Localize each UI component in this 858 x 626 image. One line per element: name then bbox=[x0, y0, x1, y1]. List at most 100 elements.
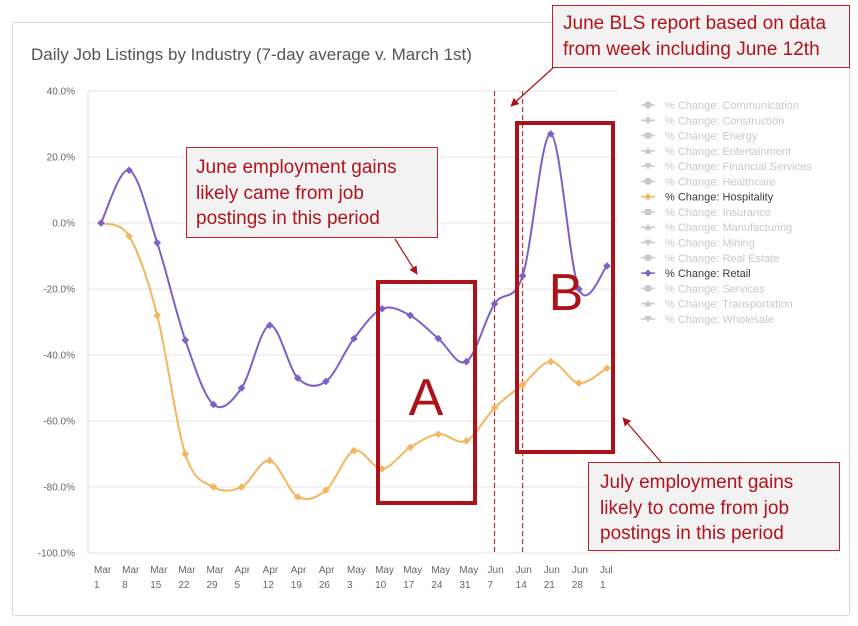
x-tick-month: Apr bbox=[235, 565, 251, 576]
x-tick-month: Apr bbox=[319, 565, 335, 576]
retail-point bbox=[181, 336, 190, 344]
legend-circle-marker bbox=[644, 177, 652, 185]
retail-point bbox=[209, 400, 218, 409]
hospitality-point bbox=[378, 465, 386, 473]
retail-point bbox=[575, 285, 583, 293]
x-tick-label: Apr 12 bbox=[263, 565, 279, 591]
retail-point bbox=[490, 300, 499, 308]
hospitality-point bbox=[181, 450, 190, 458]
legend-item[interactable]: % Change: Manufacturing bbox=[641, 222, 792, 234]
legend-item[interactable]: % Change: Entertainment bbox=[641, 146, 791, 158]
x-tick-label: Mar 1 bbox=[94, 565, 112, 591]
callout-line: June BLS report based on data bbox=[563, 13, 827, 34]
legend-triangle-down-marker bbox=[644, 239, 652, 247]
legend-item[interactable]: % Change: Energy bbox=[641, 131, 758, 143]
legend-diamond-marker bbox=[644, 269, 652, 277]
legend-label: % Change: Construction bbox=[665, 115, 784, 127]
legend-diamond-marker bbox=[644, 116, 652, 124]
x-tick-month: Jul bbox=[600, 565, 613, 576]
bls-report-callout: June BLS report based on data from week … bbox=[552, 5, 850, 68]
legend-label: % Change: Communication bbox=[665, 100, 799, 112]
legend-item[interactable]: % Change: Wholesale bbox=[641, 314, 774, 326]
y-tick-label: 0.0% bbox=[52, 219, 75, 230]
x-tick-label: Mar 29 bbox=[206, 565, 224, 591]
hospitality-point bbox=[406, 443, 415, 452]
y-tick-label: -40.0% bbox=[43, 351, 75, 362]
legend-item[interactable]: % Change: Construction bbox=[641, 115, 784, 127]
retail-point bbox=[406, 311, 415, 320]
x-tick-label: Apr 5 bbox=[235, 565, 251, 591]
x-tick-label: Apr 26 bbox=[319, 565, 335, 591]
axis-labels: 40.0% 20.0% 0.0% -20.0% -40.0% -60.0% -80.0% -1… bbox=[38, 87, 613, 592]
y-tick-label: -20.0% bbox=[43, 285, 75, 296]
legend-item[interactable]: % Change: Healthcare bbox=[641, 176, 776, 188]
retail-point bbox=[265, 321, 274, 330]
callout-line: June employment gains bbox=[196, 157, 397, 178]
hospitality-line bbox=[100, 222, 608, 501]
period-a-box bbox=[376, 280, 477, 505]
hospitality-point bbox=[350, 446, 358, 455]
callout-line: likely to come from job bbox=[600, 497, 790, 519]
retail-line bbox=[100, 132, 608, 409]
legend-label: % Change: Hospitality bbox=[665, 192, 774, 204]
legend-item[interactable]: % Change: Retail bbox=[641, 268, 751, 280]
x-tick-day: 29 bbox=[206, 580, 218, 591]
bls-callout-arrow bbox=[510, 67, 554, 107]
hospitality-point bbox=[462, 437, 471, 445]
legend-item[interactable]: % Change: Communication bbox=[641, 100, 799, 112]
legend-triangle-marker bbox=[644, 147, 652, 154]
x-tick-day: 19 bbox=[291, 580, 303, 591]
x-tick-label: May 24 bbox=[431, 565, 450, 591]
retail-point bbox=[603, 262, 611, 270]
x-tick-month: Mar bbox=[122, 565, 140, 576]
legend-label: % Change: Manufacturing bbox=[665, 222, 792, 234]
x-tick-day: 3 bbox=[347, 580, 353, 591]
x-tick-label: Mar 8 bbox=[122, 565, 140, 591]
legend-square-marker bbox=[644, 208, 652, 216]
x-tick-month: Jun bbox=[544, 565, 560, 576]
legend-item[interactable]: % Change: Mining bbox=[641, 238, 755, 250]
retail-point bbox=[518, 272, 527, 280]
legend-item[interactable]: % Change: Real Estate bbox=[641, 253, 779, 265]
retail-point bbox=[350, 334, 358, 343]
period-b-box bbox=[515, 121, 615, 454]
x-tick-month: May bbox=[347, 565, 366, 576]
hospitality-point bbox=[603, 364, 611, 372]
x-tick-label: May 31 bbox=[459, 565, 478, 591]
hospitality-point bbox=[237, 483, 246, 491]
july-callout-arrow bbox=[622, 417, 662, 463]
x-tick-day: 24 bbox=[431, 580, 443, 591]
hospitality-point bbox=[153, 311, 162, 320]
retail-point bbox=[378, 305, 386, 313]
series-layer bbox=[97, 130, 611, 501]
y-tick-label: 40.0% bbox=[47, 87, 75, 98]
legend-label: % Change: Entertainment bbox=[665, 146, 791, 158]
x-tick-month: May bbox=[403, 565, 422, 576]
legend-item[interactable]: % Change: Transportation bbox=[641, 299, 793, 311]
legend-item[interactable]: % Change: Insurance bbox=[641, 207, 771, 219]
x-tick-month: Mar bbox=[94, 565, 112, 576]
hospitality-point bbox=[322, 486, 330, 495]
x-tick-month: Apr bbox=[291, 565, 307, 576]
retail-point bbox=[546, 130, 555, 138]
period-a-label: A bbox=[409, 369, 444, 427]
y-tick-label: -80.0% bbox=[43, 483, 75, 494]
x-tick-month: May bbox=[375, 565, 394, 576]
x-tick-label: May 17 bbox=[403, 565, 422, 591]
x-tick-day: 1 bbox=[94, 580, 100, 591]
legend-item[interactable]: % Change: Financial Services bbox=[641, 161, 812, 173]
legend-label: % Change: Energy bbox=[665, 131, 758, 143]
legend-label: % Change: Real Estate bbox=[665, 253, 779, 265]
hospitality-point bbox=[546, 357, 555, 366]
hospitality-point bbox=[575, 379, 583, 387]
legend-triangle-marker bbox=[644, 223, 652, 231]
y-tick-label: -60.0% bbox=[43, 417, 75, 428]
period-b-label: B bbox=[549, 264, 584, 322]
x-tick-label: Mar 22 bbox=[178, 565, 196, 591]
x-tick-month: May bbox=[431, 565, 450, 576]
callout-line: likely came from job bbox=[196, 182, 364, 204]
legend-square-marker bbox=[644, 285, 652, 292]
legend-item[interactable]: % Change: Services bbox=[641, 283, 765, 295]
legend-item[interactable]: % Change: Hospitality bbox=[641, 192, 774, 204]
